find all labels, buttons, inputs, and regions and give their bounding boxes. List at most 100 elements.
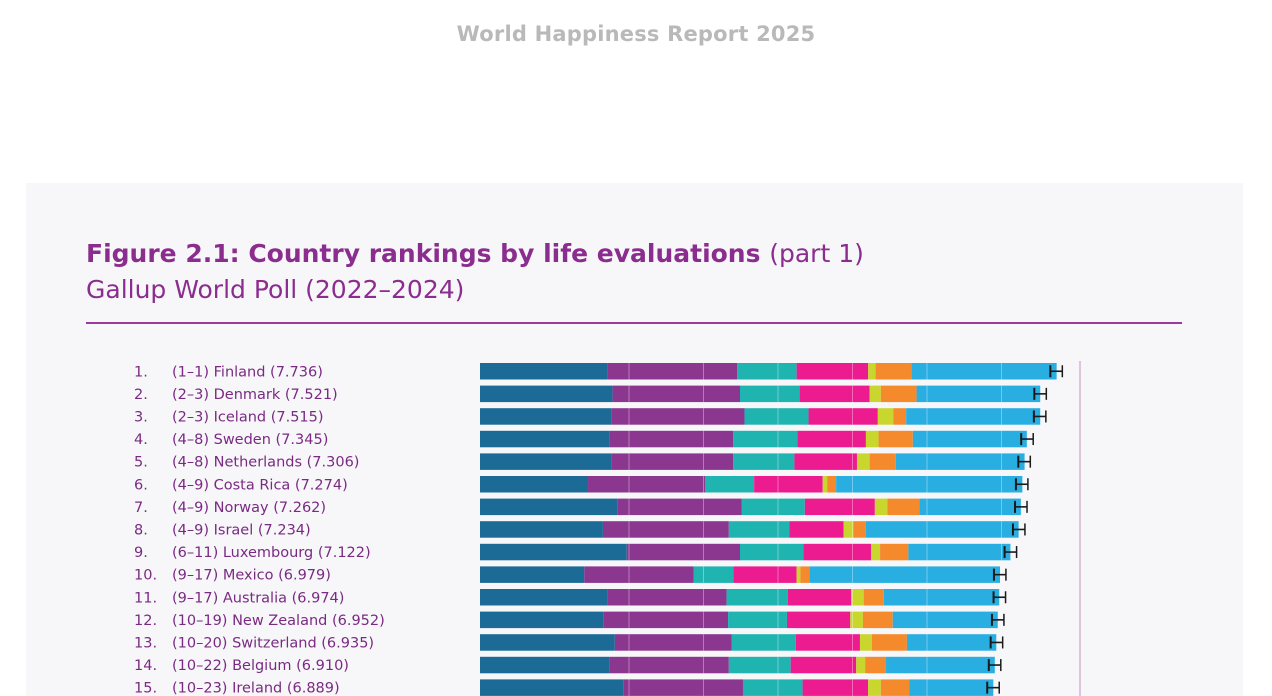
bar-segment-1 [480,385,613,403]
bar-segment-2 [607,363,738,380]
row-country-label: (1–1) Finland (7.736) [172,364,323,380]
bar-segment-2 [603,611,729,629]
bar-segment-1 [480,634,615,651]
bar-segment-1 [480,430,610,448]
row-country-label: (9–17) Australia (6.974) [172,590,344,606]
bar-segment-2 [611,408,745,425]
bar-segment-5 [796,566,801,583]
bar-segment-6 [887,498,920,516]
bar-segment-4 [808,408,878,425]
bar-segment-3 [733,453,795,470]
bar-segment-3 [733,430,798,448]
bar-segment-3 [740,543,804,561]
bar-segment-4 [804,498,875,516]
bar-segment-5 [822,476,828,493]
bar-segment-3 [728,521,790,538]
bar-segment-7 [919,498,1021,516]
bar-segment-4 [790,656,857,674]
bar-segment-5 [856,656,866,674]
bar-segment-5 [869,385,881,403]
bar-segment-5 [868,679,881,696]
row-rank-label: 4. [134,432,148,448]
bar-segment-1 [480,656,610,674]
bar-segment-6 [853,521,866,538]
bar-segment-4 [799,385,870,403]
bar-segment-2 [612,385,741,403]
row-country-label: (6–11) Luxembourg (7.122) [172,545,371,561]
bar-segment-7 [911,363,1057,380]
bar-segment-5 [851,589,864,606]
row-rank-label: 5. [134,455,148,471]
bar-segment-6 [871,634,907,651]
bar-segment-6 [800,566,810,583]
bar-segment-6 [827,476,837,493]
bar-segment-6 [880,385,917,403]
bar-segment-3 [731,634,796,651]
bar-segment-6 [880,679,910,696]
row-country-label: (4–9) Norway (7.262) [172,500,326,516]
bar-segment-4 [796,363,869,380]
row-country-label: (2–3) Iceland (7.515) [172,409,324,425]
bar-segment-6 [869,453,896,470]
row-rank-label: 10. [134,568,157,584]
row-country-label: (4–8) Netherlands (7.306) [172,455,359,471]
bar-segment-7 [916,385,1041,403]
figure-title-main: Figure 2.1: Country rankings by life eva… [86,239,761,268]
bar-segment-1 [480,408,612,425]
bar-segment-5 [871,543,881,561]
bar-segment-4 [802,679,869,696]
bar-segment-5 [868,363,876,380]
row-rank-label: 9. [134,545,148,561]
bar-segment-6 [880,543,909,561]
bar-segment-2 [607,589,727,606]
bar-segment-2 [588,476,705,493]
bar-segment-6 [875,363,912,380]
bar-segment-4 [794,453,857,470]
bar-segment-7 [883,589,1000,606]
figure-title-suffix: (part 1) [769,239,864,268]
bar-segment-7 [865,521,1019,538]
bar-segment-1 [480,589,608,606]
row-rank-label: 6. [134,477,148,493]
bar-segment-5 [856,453,870,470]
row-rank-label: 15. [134,681,157,696]
bar-segment-2 [609,656,729,674]
row-rank-label: 1. [134,364,148,380]
bar-segment-1 [480,543,627,561]
bar-segment-7 [809,566,1001,583]
figure-panel: Figure 2.1: Country rankings by life eva… [26,183,1243,696]
bar-segment-5 [874,498,888,516]
bar-segment-4 [733,566,797,583]
row-country-label: (10–23) Ireland (6.889) [172,681,340,696]
row-rank-label: 13. [134,635,157,651]
bar-segment-1 [480,498,618,516]
row-country-label: (2–3) Denmark (7.521) [172,387,338,403]
bar-segment-2 [611,453,734,470]
bar-segment-1 [480,611,604,629]
bar-segment-4 [786,611,851,629]
bar-segment-2 [617,498,742,516]
row-country-label: (4–9) Costa Rica (7.274) [172,477,348,493]
ranking-chart: 1. (1–1) Finland (7.736) 2. (2–3) Denmark (… [134,361,1081,696]
row-rank-label: 12. [134,613,157,629]
bar-segment-5 [850,611,863,629]
row-rank-label: 3. [134,409,148,425]
bar-segment-2 [623,679,743,696]
bar-segment-7 [836,476,1023,493]
bar-segment-2 [602,521,729,538]
bar-segment-1 [480,566,585,583]
bar-segment-3 [726,589,788,606]
row-country-label: (10–19) New Zealand (6.952) [172,613,385,629]
bar-segment-3 [728,656,791,674]
bar-segment-6 [863,589,884,606]
bar-segment-3 [693,566,734,583]
bar-segment-3 [704,476,755,493]
row-country-label: (4–8) Sweden (7.345) [172,432,328,448]
bar-segment-4 [795,634,860,651]
bar-segment-3 [744,408,809,425]
bar-segment-6 [865,656,887,674]
bar-segment-4 [797,430,866,448]
bar-segment-7 [909,679,994,696]
bar-segment-7 [892,611,998,629]
bar-segment-7 [912,430,1027,448]
